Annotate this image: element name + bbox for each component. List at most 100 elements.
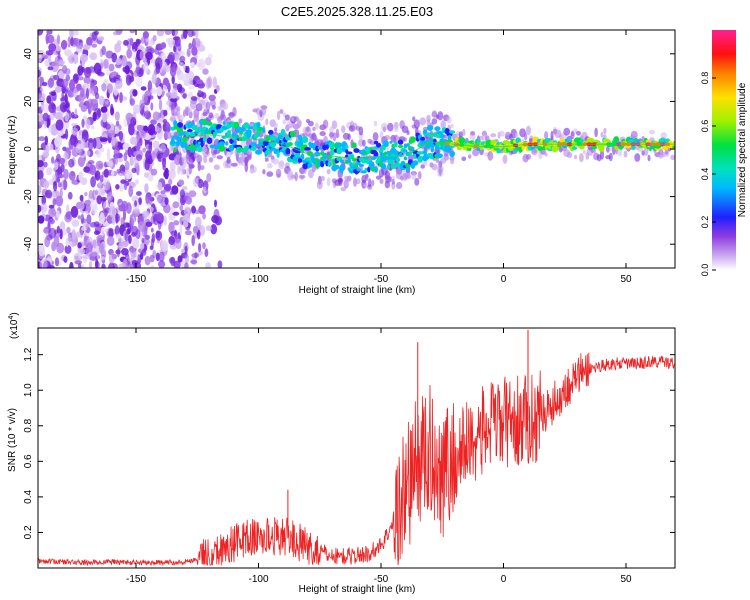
ridge-cell (341, 141, 347, 147)
band-speckle (435, 158, 440, 163)
noise-speckle (116, 40, 122, 46)
ridge-cell (397, 139, 404, 145)
noise-speckle (171, 30, 179, 37)
band-speckle (213, 149, 221, 155)
ridge-cell (307, 162, 313, 168)
noise-speckle (80, 66, 85, 73)
noise-speckle (56, 210, 60, 219)
noise-speckle (171, 74, 175, 85)
noise-speckle (173, 45, 177, 53)
noise-speckle (136, 62, 140, 73)
noise-speckle (182, 93, 187, 99)
ridge-cell (443, 145, 451, 153)
noise-speckle (114, 225, 120, 237)
noise-speckle (132, 89, 138, 97)
ridge-cell (447, 134, 452, 141)
noise-speckle (129, 37, 134, 46)
noise-speckle (78, 130, 83, 135)
noise-speckle (77, 215, 82, 220)
ridge-cell (387, 159, 395, 164)
noise-speckle (175, 238, 182, 250)
noise-speckle (158, 251, 165, 262)
noise-speckle (59, 228, 63, 240)
ridge-cell (225, 141, 229, 146)
noise-speckle (151, 233, 156, 243)
noise-speckle (71, 57, 75, 62)
noise-speckle (51, 156, 55, 164)
noise-speckle (131, 260, 138, 266)
noise-speckle (156, 150, 164, 160)
noise-speckle (150, 87, 157, 95)
ridge-cell (397, 144, 404, 148)
ridge-cell (226, 133, 232, 137)
noise-speckle (142, 57, 147, 63)
ridge-cell (317, 146, 322, 150)
noise-speckle (215, 84, 220, 93)
noise-speckle (115, 233, 122, 239)
noise-speckle (78, 263, 82, 268)
noise-speckle (192, 177, 199, 188)
noise-speckle (155, 230, 163, 241)
noise-speckle (61, 228, 67, 236)
noise-speckle (163, 64, 171, 73)
noise-speckle (71, 127, 79, 136)
noise-speckle (164, 30, 172, 36)
band-speckle (319, 131, 326, 137)
noise-speckle (118, 263, 126, 268)
ridge-cell (419, 139, 426, 146)
band-speckle (331, 120, 338, 130)
colorbar-tick-label: 0.4 (700, 168, 710, 181)
band-speckle (413, 119, 420, 129)
noise-speckle (75, 231, 81, 238)
noise-speckle (109, 263, 114, 268)
noise-speckle (129, 30, 136, 34)
noise-speckle (81, 118, 85, 128)
ridge-cell (440, 134, 445, 138)
band-speckle (462, 129, 466, 136)
noise-speckle (104, 228, 108, 233)
noise-speckle (78, 171, 84, 182)
noise-speckle (56, 242, 65, 254)
noise-speckle (124, 65, 130, 75)
ridge-cell (339, 159, 344, 163)
ridge-cell (185, 130, 189, 138)
band-speckle (322, 119, 329, 129)
band-speckle (490, 133, 497, 138)
noise-speckle (105, 181, 111, 191)
ridge-cell (462, 146, 466, 150)
noise-speckle (38, 30, 44, 36)
band-speckle (267, 163, 273, 169)
noise-speckle (178, 144, 182, 153)
noise-speckle (168, 221, 175, 234)
ridge-cell (270, 143, 276, 147)
noise-speckle (121, 55, 127, 68)
ridge-cell (278, 134, 283, 140)
ridge-cell (261, 127, 266, 133)
noise-speckle (40, 203, 48, 214)
noise-speckle (172, 201, 180, 209)
band-speckle (284, 114, 290, 121)
noise-speckle (38, 160, 44, 168)
noise-speckle (83, 166, 91, 173)
noise-speckle (69, 79, 75, 92)
noise-speckle (78, 76, 84, 81)
noise-speckle (188, 85, 194, 90)
noise-speckle (132, 237, 140, 249)
band-speckle (590, 148, 596, 153)
noise-speckle (198, 44, 206, 52)
noise-speckle (62, 78, 69, 88)
snr-scale-close: ) (9, 312, 20, 315)
band-speckle (391, 179, 395, 185)
noise-speckle (202, 213, 207, 220)
noise-speckle (163, 183, 172, 192)
noise-speckle (196, 229, 201, 240)
band-speckle (231, 162, 238, 167)
ridge-cell (410, 136, 416, 144)
band-speckle (365, 173, 369, 182)
band-speckle (623, 150, 628, 158)
noise-speckle (75, 142, 82, 154)
noise-speckle (83, 66, 92, 78)
noise-speckle (141, 93, 149, 103)
noise-speckle (84, 191, 88, 197)
ridge-cell (289, 130, 296, 138)
